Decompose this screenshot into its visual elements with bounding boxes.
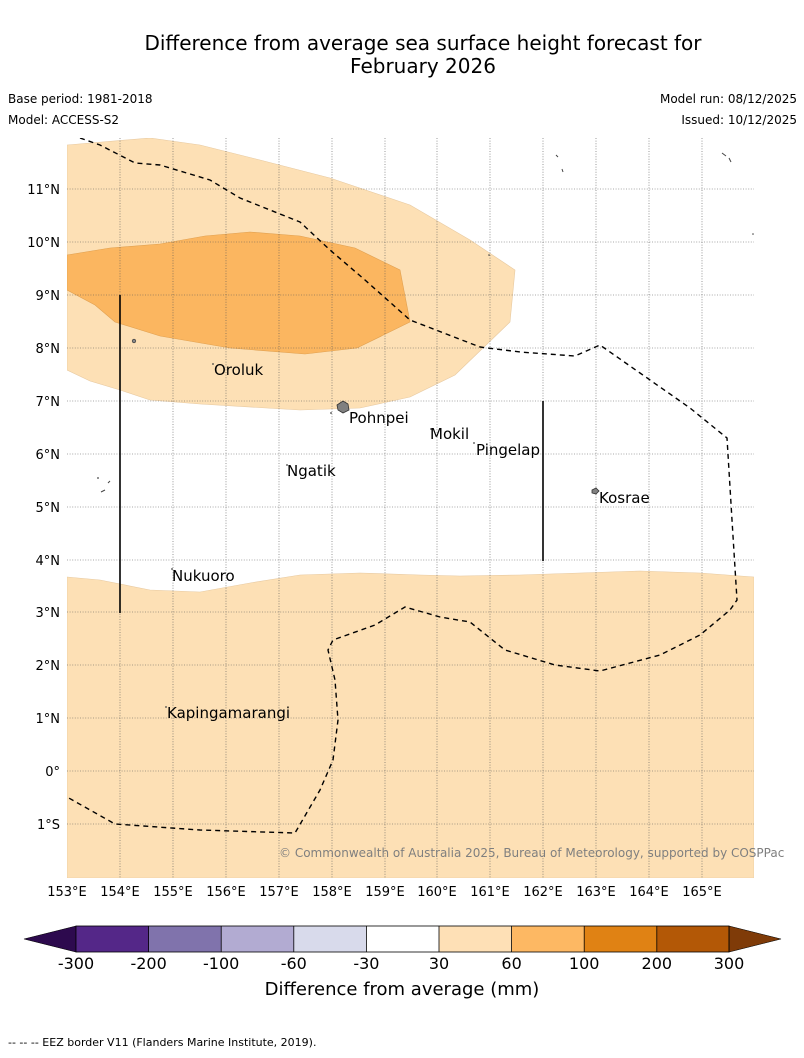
model-run-date: Model run: 08/12/2025	[659, 92, 797, 106]
lat-tick: 0°	[45, 765, 60, 780]
forecast-map: Oroluk Pohnpei Mokil Pingelap Ngatik Kos…	[23, 138, 784, 1000]
colorbar-bin	[584, 926, 657, 952]
base-period: Base period: 1981-2018	[8, 92, 153, 106]
colorbar-dividers	[148, 926, 658, 952]
title-line-1: Difference from average sea surface heig…	[144, 31, 702, 55]
ngatik-marker	[286, 464, 288, 466]
lat-tick: 8°N	[36, 342, 61, 357]
place-label-kapingamarangi: Kapingamarangi	[167, 704, 290, 722]
colorbar: -300 -200 -100 -60 -30 30 60 100 200 300…	[23, 925, 782, 1000]
colorbar-tick-label: -300	[58, 954, 94, 973]
lon-tick: 155°E	[153, 885, 193, 900]
lon-tick: 165°E	[682, 885, 722, 900]
colorbar-bin	[439, 926, 512, 952]
lat-tick: 5°N	[36, 501, 61, 516]
kosrae-island	[591, 487, 600, 495]
title-line-2: February 2026	[350, 54, 496, 78]
colorbar-bin	[76, 926, 149, 952]
islet-marker	[330, 412, 332, 414]
copyright-notice: © Commonwealth of Australia 2025, Bureau…	[279, 846, 784, 860]
lat-tick: 9°N	[36, 289, 61, 304]
lon-tick: 163°E	[576, 885, 616, 900]
place-label-mokil: Mokil	[430, 425, 469, 443]
lat-tick: 10°N	[27, 236, 60, 251]
lon-tick: 162°E	[523, 885, 563, 900]
lon-tick: 159°E	[365, 885, 405, 900]
colorbar-bin	[656, 926, 729, 952]
model-name: Model: ACCESS-S2	[8, 113, 120, 127]
eez-legend-note: -- -- -- EEZ border V11 (Flanders Marine…	[8, 1036, 317, 1049]
lat-tick: 1°N	[36, 712, 61, 727]
lat-tick: 1°S	[37, 818, 60, 833]
pohnpei-island	[336, 400, 350, 414]
chart-title: Difference from average sea surface heig…	[0, 32, 804, 78]
lon-tick: 160°E	[417, 885, 457, 900]
lon-tick: 157°E	[259, 885, 299, 900]
place-label-nukuoro: Nukuoro	[172, 567, 235, 585]
oroluk-marker	[212, 363, 214, 365]
colorbar-bin	[148, 926, 222, 952]
colorbar-bin	[511, 926, 585, 952]
place-label-pingelap: Pingelap	[476, 441, 540, 459]
lat-tick: 11°N	[27, 183, 60, 198]
issued-date: Issued: 10/12/2025	[681, 113, 797, 127]
colorbar-bin-extend-low	[23, 925, 77, 953]
colorbar-tick-label: -30	[353, 954, 379, 973]
place-label-ngatik: Ngatik	[287, 462, 336, 480]
colorbar-tick-label: 30	[429, 954, 449, 973]
colorbar-bin-extend-high	[728, 925, 782, 953]
lon-tick: 158°E	[312, 885, 352, 900]
lon-tick: 164°E	[629, 885, 669, 900]
contour-60-100	[67, 231, 411, 355]
colorbar-ticks: -300 -200 -100 -60 -30 30 60 100 200 300	[58, 954, 744, 973]
colorbar-bin	[293, 926, 367, 952]
islet-marker	[752, 233, 754, 235]
colorbar-tick-label: -60	[281, 954, 307, 973]
islet-marker	[721, 152, 732, 163]
contour-30-60-south	[67, 570, 754, 878]
place-label-pohnpei: Pohnpei	[349, 409, 409, 427]
islet-marker	[488, 254, 490, 256]
kapingamarangi-marker	[165, 706, 167, 708]
islet-marker	[100, 480, 111, 493]
gridlines	[67, 138, 754, 878]
colorbar-tick-label: -200	[130, 954, 166, 973]
colorbar-bin	[366, 926, 439, 952]
lon-tick: 156°E	[206, 885, 246, 900]
colorbar-tick-label: 200	[642, 954, 673, 973]
lon-tick: 161°E	[470, 885, 510, 900]
colorbar-title: Difference from average (mm)	[265, 979, 540, 1000]
lat-tick: 4°N	[36, 554, 61, 569]
colorbar-tick-label: 100	[569, 954, 600, 973]
colorbar-bin	[221, 926, 294, 952]
longitude-axis: 153°E 154°E 155°E 156°E 157°E 158°E 159°…	[47, 885, 722, 900]
nukuoro-marker	[171, 568, 173, 570]
islet-marker	[131, 338, 137, 344]
place-label-kosrae: Kosrae	[599, 489, 650, 507]
pingelap-marker	[473, 442, 475, 444]
lat-tick: 6°N	[36, 448, 61, 463]
islet-marker	[555, 154, 564, 173]
map-plot-area: Oroluk Pohnpei Mokil Pingelap Ngatik Kos…	[67, 138, 754, 878]
lon-tick: 154°E	[100, 885, 140, 900]
lat-tick: 3°N	[36, 606, 61, 621]
place-label-oroluk: Oroluk	[214, 361, 263, 379]
lat-tick: 7°N	[36, 395, 61, 410]
islet-marker	[97, 477, 99, 479]
mokil-marker	[430, 428, 432, 430]
colorbar-tick-label: 60	[501, 954, 521, 973]
lon-tick: 153°E	[47, 885, 87, 900]
colorbar-tick-label: -100	[203, 954, 239, 973]
latitude-axis: 11°N 10°N 9°N 8°N 7°N 6°N 5°N 4°N 3°N 2°…	[27, 183, 60, 833]
colorbar-outline	[75, 925, 730, 953]
colorbar-tick-label: 300	[714, 954, 745, 973]
lat-tick: 2°N	[36, 659, 61, 674]
